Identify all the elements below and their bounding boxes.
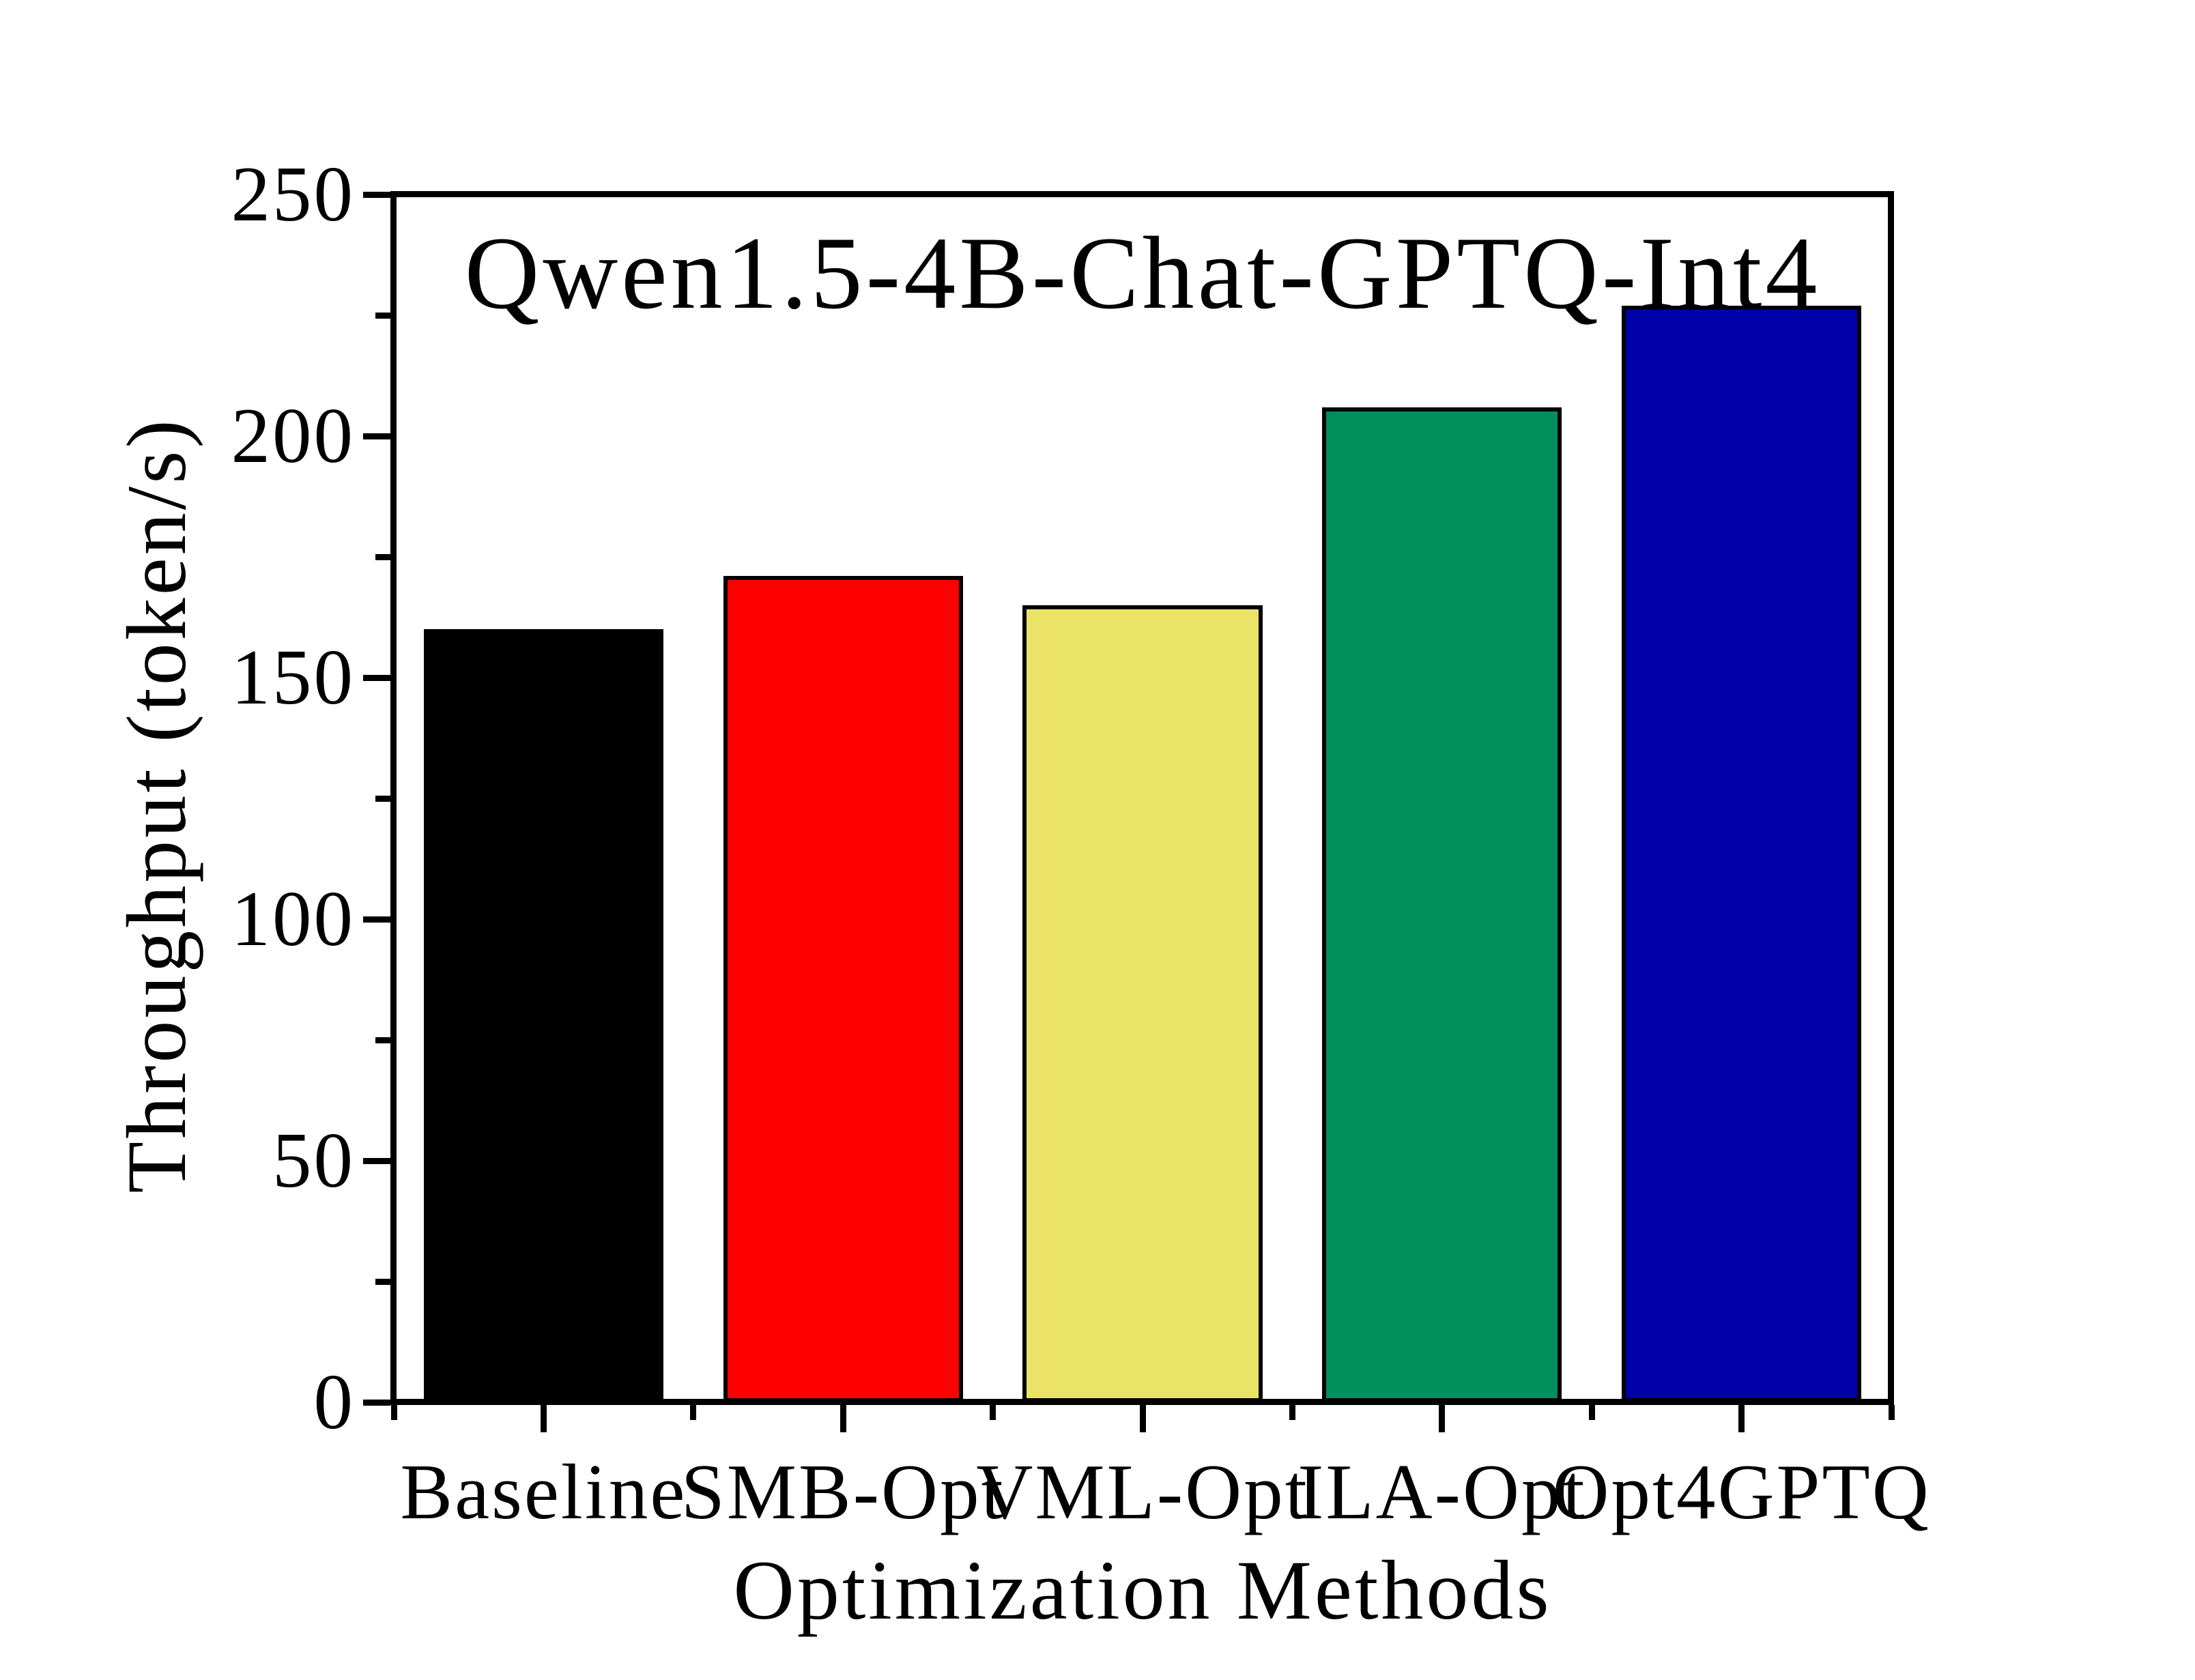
x-minor-tick — [690, 1405, 697, 1420]
x-major-tick — [1139, 1405, 1146, 1432]
x-tick-label-ILA-Opt: ILA-Opt — [1297, 1449, 1587, 1535]
x-tick-label-SMB-Opt: SMB-Opt — [680, 1449, 1005, 1535]
x-major-tick — [540, 1405, 547, 1432]
y-major-tick — [363, 191, 390, 198]
x-major-tick — [1439, 1405, 1446, 1432]
x-tick-label-VML-Opt: VML-Opt — [976, 1449, 1309, 1535]
x-minor-tick — [1289, 1405, 1295, 1420]
x-tick-label-Baseline: Baseline — [400, 1449, 687, 1535]
y-minor-tick — [375, 1037, 390, 1043]
y-major-tick — [363, 1399, 390, 1406]
x-minor-tick — [1588, 1405, 1595, 1420]
bar-SMB-Opt — [723, 576, 963, 1402]
y-tick-label: 150 — [231, 634, 355, 721]
y-major-tick — [363, 433, 390, 439]
y-minor-tick — [375, 1278, 390, 1285]
x-major-tick — [840, 1405, 846, 1432]
y-minor-tick — [375, 553, 390, 560]
bar-Opt4GPTQ — [1622, 305, 1862, 1402]
chart-title: Qwen1.5-4B-Chat-GPTQ-Int4 — [464, 216, 1821, 330]
x-minor-tick — [390, 1405, 397, 1420]
y-major-tick — [363, 1157, 390, 1164]
y-tick-label: 0 — [313, 1359, 355, 1445]
bar-ILA-Opt — [1322, 407, 1562, 1402]
x-major-tick — [1738, 1405, 1745, 1432]
y-minor-tick — [375, 312, 390, 319]
y-minor-tick — [375, 795, 390, 802]
bar-VML-Opt — [1022, 605, 1263, 1402]
y-major-tick — [363, 674, 390, 681]
y-tick-label: 250 — [231, 151, 355, 237]
x-minor-tick — [990, 1405, 996, 1420]
y-major-tick — [363, 916, 390, 923]
bar-Baseline — [423, 629, 663, 1402]
x-tick-label-Opt4GPTQ: Opt4GPTQ — [1552, 1449, 1931, 1535]
y-tick-label: 200 — [231, 392, 355, 479]
y-tick-label: 50 — [272, 1117, 355, 1204]
y-tick-label: 100 — [231, 875, 355, 962]
x-minor-tick — [1888, 1405, 1895, 1420]
x-axis-label: Optimization Methods — [733, 1544, 1552, 1637]
